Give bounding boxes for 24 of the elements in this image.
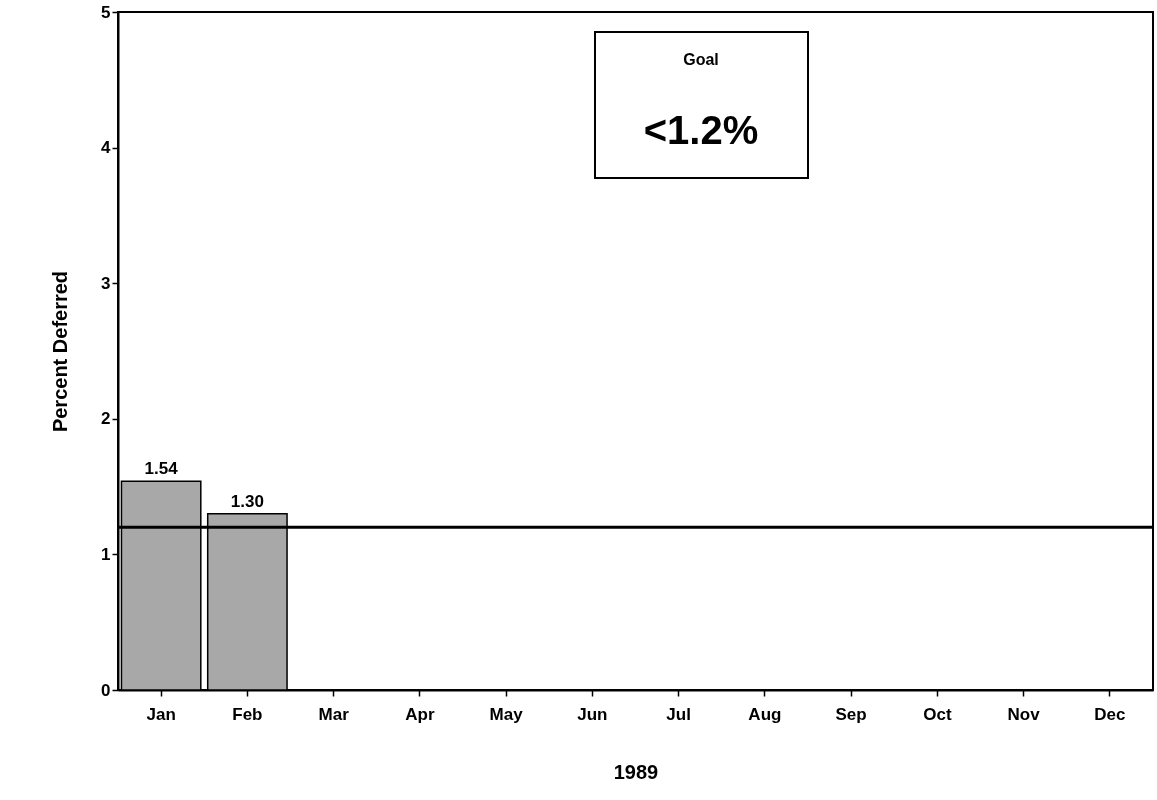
x-tick-label: Jul [666, 704, 691, 724]
y-axis-title: Percent Deferred [49, 270, 72, 433]
x-tick-label: Dec [1094, 704, 1126, 724]
x-tick-label: Apr [405, 704, 435, 724]
x-tick-label: Jan [146, 704, 176, 724]
y-tick-label: 5 [101, 2, 111, 22]
y-tick-label: 1 [101, 544, 111, 564]
y-tick-label: 3 [101, 273, 111, 293]
x-tick-label: Mar [318, 704, 350, 724]
x-tick-label: Aug [748, 704, 782, 724]
data-label: 1.30 [230, 491, 264, 511]
x-axis-title: 1989 [613, 760, 659, 783]
y-tick-label: 2 [101, 409, 111, 429]
annotation: Goal [683, 51, 719, 68]
x-tick-label: May [489, 704, 524, 724]
x-tick-label: Feb [232, 704, 263, 724]
x-tick-label: Sep [835, 704, 867, 724]
x-tick-label: Jun [577, 704, 608, 724]
y-tick-label: 4 [101, 138, 112, 158]
x-tick-label: Nov [1007, 704, 1041, 724]
annotation: <1.2% [643, 108, 759, 152]
y-tick-label: 0 [101, 680, 111, 700]
x-tick-label: Oct [923, 704, 952, 724]
data-label: 1.54 [144, 459, 179, 479]
